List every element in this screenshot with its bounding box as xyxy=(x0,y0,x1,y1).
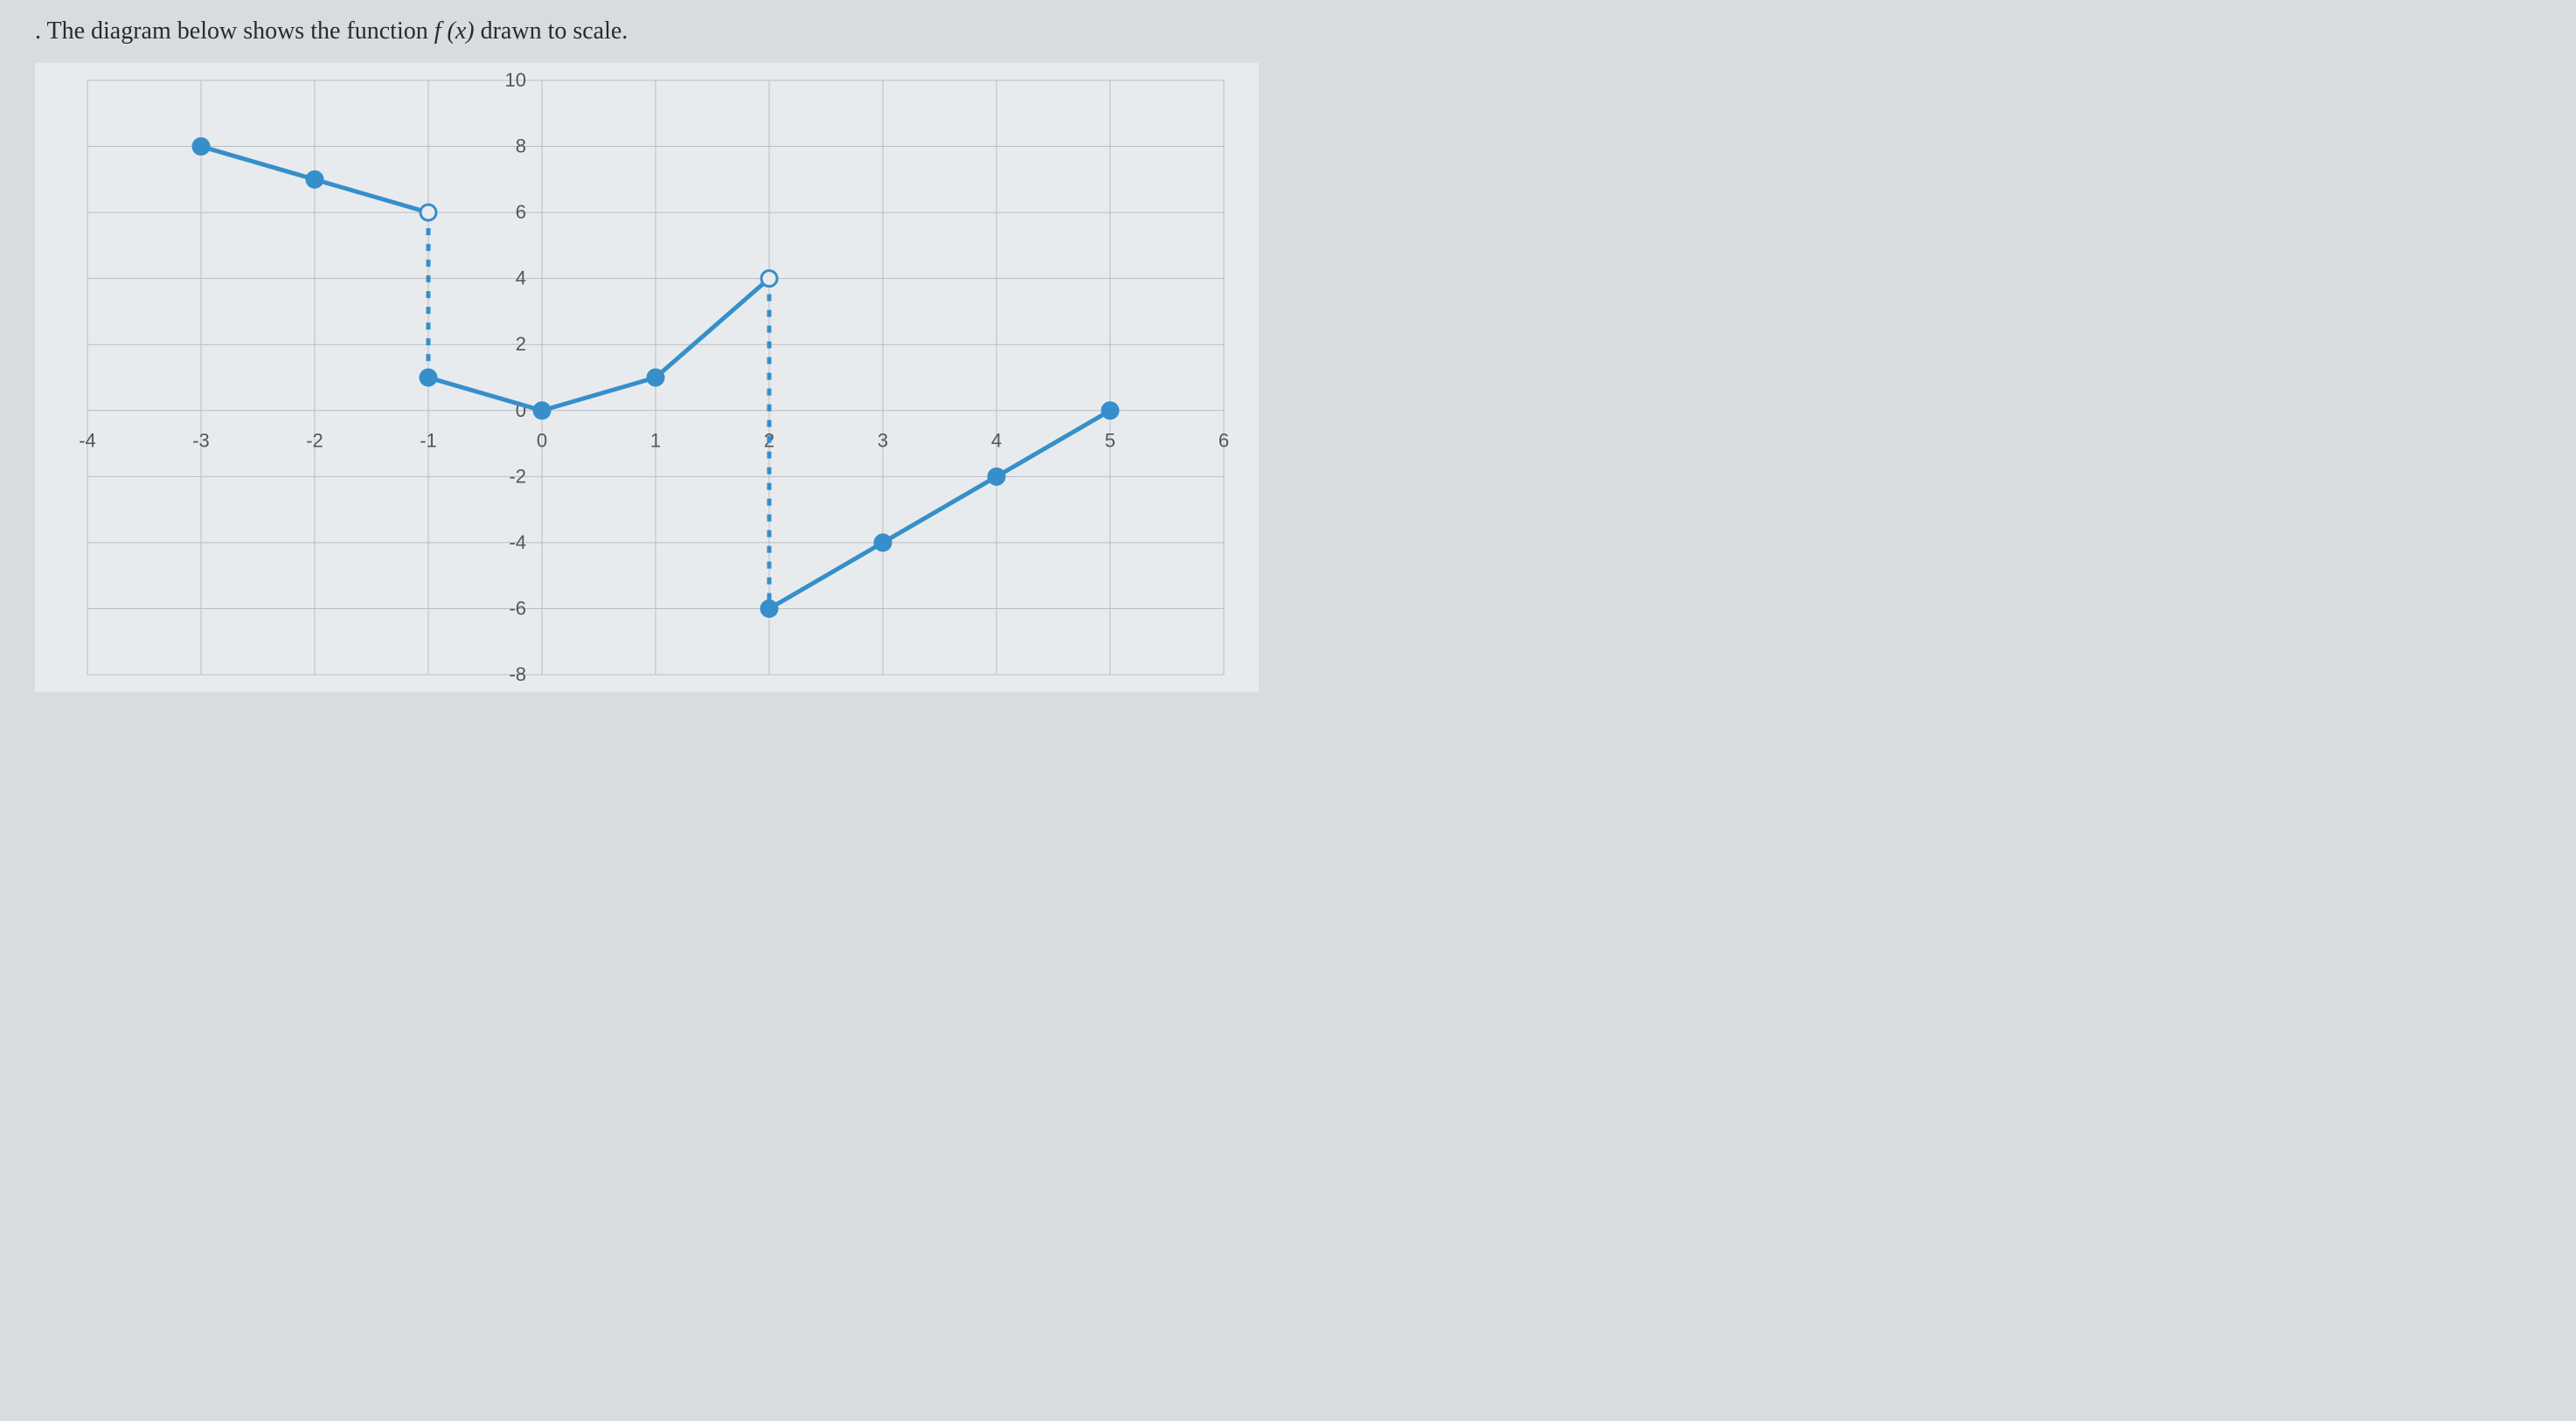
x-axis-label: 1 xyxy=(650,429,661,451)
x-axis-label: 4 xyxy=(991,429,1002,451)
data-point-closed xyxy=(307,171,323,187)
x-axis-label: 6 xyxy=(1219,429,1229,451)
chart-svg: -4-3-2-10123456-8-6-4-20246810 xyxy=(35,63,1259,692)
data-point-closed xyxy=(193,139,209,155)
y-axis-label: 6 xyxy=(516,201,526,223)
y-axis-label: 2 xyxy=(516,333,526,355)
x-axis-label: -3 xyxy=(192,429,210,451)
y-axis-label: 8 xyxy=(516,135,526,157)
x-axis-label: 5 xyxy=(1105,429,1115,451)
y-axis-label: -4 xyxy=(509,531,526,553)
data-point-closed xyxy=(534,403,550,419)
y-axis-label: 4 xyxy=(516,267,526,289)
question-fx: f (x) xyxy=(434,17,475,45)
data-point-closed xyxy=(989,468,1004,484)
question-text: . The diagram below shows the function f… xyxy=(35,17,2541,45)
data-point-open xyxy=(420,204,436,220)
x-axis-label: -1 xyxy=(420,429,437,451)
y-axis-label: -8 xyxy=(509,663,526,685)
data-point-closed xyxy=(420,370,436,385)
data-point-closed xyxy=(648,370,663,385)
data-point-open xyxy=(761,271,777,287)
x-axis-label: 0 xyxy=(537,429,547,451)
question-prefix: . The diagram below shows the function xyxy=(35,17,434,45)
data-point-closed xyxy=(1102,403,1118,419)
function-chart: -4-3-2-10123456-8-6-4-20246810 xyxy=(35,63,1259,692)
data-point-closed xyxy=(875,535,891,551)
y-axis-label: -6 xyxy=(509,597,526,619)
x-axis-label: -4 xyxy=(79,429,96,451)
y-axis-label: 10 xyxy=(505,69,526,91)
question-suffix: drawn to scale. xyxy=(475,17,628,45)
y-axis-label: -2 xyxy=(509,465,526,487)
x-axis-label: -2 xyxy=(306,429,323,451)
x-axis-label: 3 xyxy=(878,429,888,451)
data-point-closed xyxy=(761,600,777,616)
